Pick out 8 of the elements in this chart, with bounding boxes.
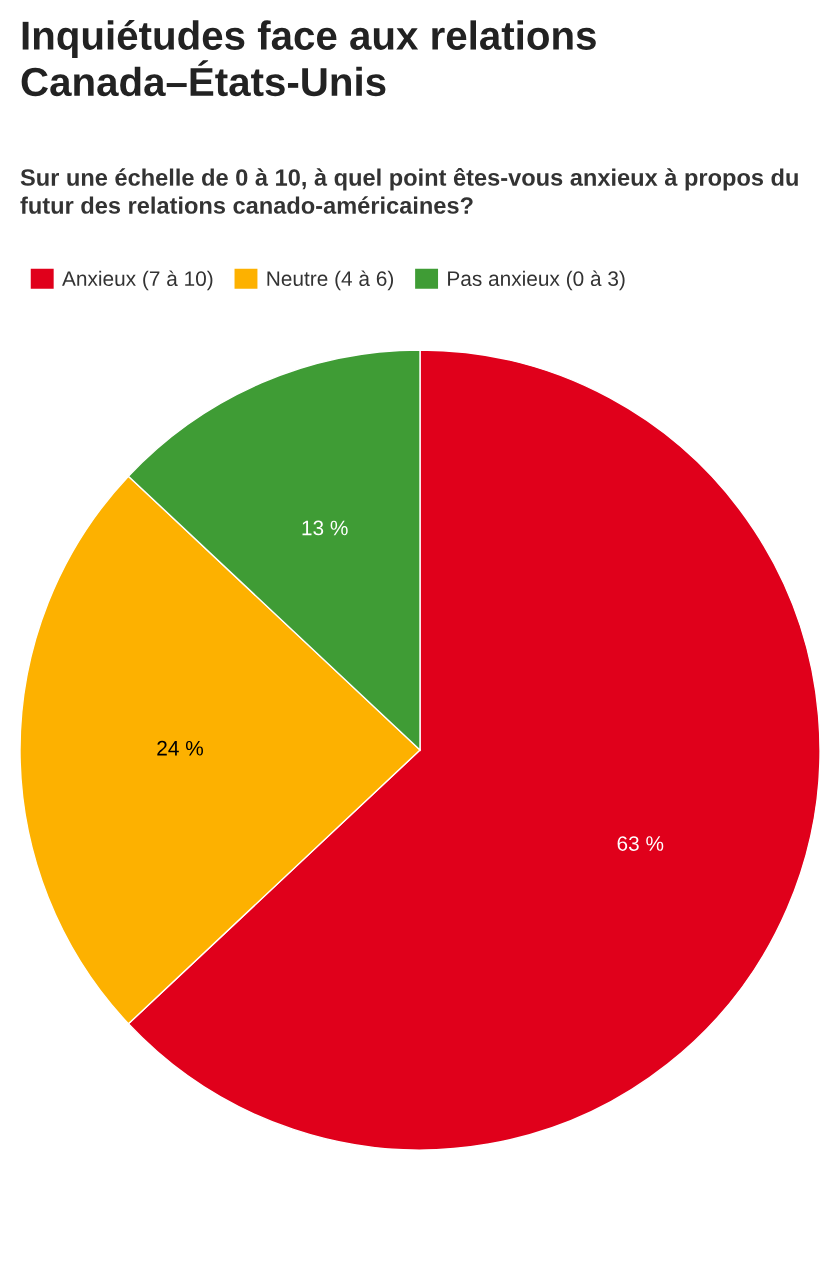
chart-title: Inquiétudes face aux relations Canada–États-Unis: [21, 20, 596, 97]
legend-label: Anxieux (7 à 10): [62, 270, 213, 291]
data-label: 63 %: [617, 836, 664, 851]
legend-label: Pas anxieux (0 à 3): [448, 270, 625, 291]
chart-subtitle: Sur une échelle de 0 à 10, à quel point êtes-vous anxieux à propos du futur des relations canado-américaines?: [20, 168, 798, 214]
data-label: 24 %: [157, 740, 203, 756]
data-label: 13 %: [302, 520, 348, 536]
legend-label: Neutre (4 à 6): [267, 270, 394, 291]
